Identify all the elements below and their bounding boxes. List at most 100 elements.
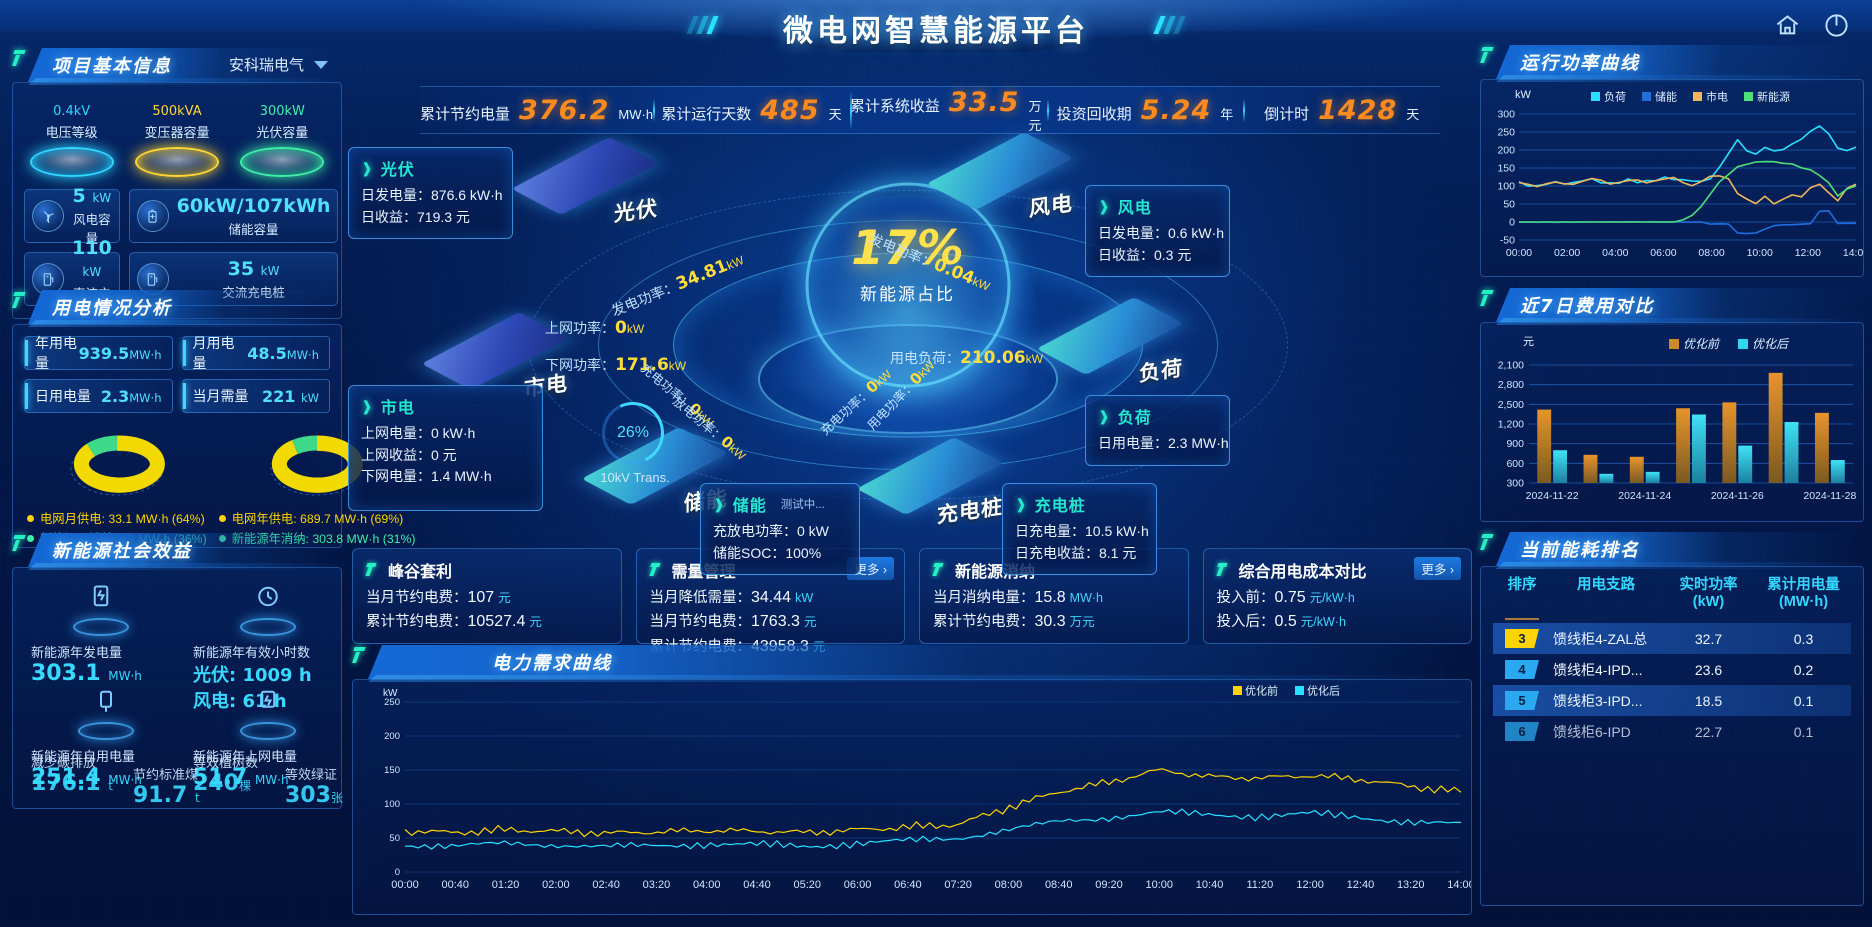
svg-text:04:00: 04:00 (693, 879, 721, 891)
kpi-item: 累计系统收益 33.5 万元 (849, 87, 1047, 134)
svg-text:优化后: 优化后 (1752, 337, 1790, 351)
chevron-down-icon (314, 60, 328, 69)
svg-text:07:20: 07:20 (944, 879, 972, 891)
capacity-value: 500 (152, 104, 178, 119)
panel-title: 运行功率曲线 (1520, 53, 1640, 74)
benefit-label: 等效绿证 (285, 767, 338, 782)
capacity-unit: kW (284, 104, 305, 119)
benefit-item: 新能源年上网电量 51.7 MW·h (193, 686, 343, 790)
metric-card-demand-mgmt: 需量管理 更多 › 当月降低需量：34.44 kW 当月节约电费：1763.3 … (635, 548, 905, 655)
col-energy: 累计用电量 (MW·h) (1767, 577, 1840, 610)
table-row[interactable]: 6 馈线柜6-IPD 22.7 0.1 (1493, 716, 1851, 747)
svg-text:200: 200 (384, 731, 400, 742)
svg-text:03:20: 03:20 (643, 879, 671, 891)
arrow-icon: ❱ (1098, 408, 1110, 424)
panel-power-curve: 运行功率曲线 kW -50 0 50 100 150 200 250 300 00:00 02:00… (1480, 45, 1869, 277)
realtime-power: 32.7 (1694, 630, 1723, 647)
usage-card: 当月需量 221 kW (181, 379, 330, 413)
usage-value: 221 (261, 386, 296, 406)
capacity-value: 300 (259, 104, 285, 119)
capacity-item: 500kVA 变压器容量 (127, 93, 227, 177)
col-rank: 排序 (1507, 577, 1537, 593)
benefit-label: 新能源年发电量 (31, 645, 123, 660)
capacity-caption: 储能容量 (228, 222, 279, 237)
benefit-unit: t (194, 791, 200, 805)
panel-header: 近7日费用对比 (1480, 288, 1864, 325)
infobox-load: ❱ 负荷 日用电量：2.3 MW·h (1085, 395, 1230, 466)
benefit-value: 91.7 (133, 783, 188, 808)
ratio-label: 新能源占比 (860, 285, 955, 305)
rank-badge: 6 (1505, 722, 1539, 741)
panel-header: 新能源社会效益 (12, 533, 342, 570)
usage-unit: MW·h (286, 347, 319, 362)
ess-note: 测试中... (780, 499, 825, 511)
infobox-ess: ❱ 储能 测试中... 充放电功率：0 kW 储能SOC：100% (700, 483, 860, 576)
kpi-unit: 天 (828, 106, 842, 122)
panel-header: 运行功率曲线 (1480, 45, 1864, 82)
svg-text:负荷: 负荷 (1604, 90, 1626, 104)
svg-text:12:00: 12:00 (1296, 879, 1324, 891)
header-slash-right (1153, 16, 1186, 34)
page-title: 微电网智慧能源平台 (783, 14, 1089, 49)
svg-text:150: 150 (1497, 163, 1515, 175)
kpi-item: 倒计时 1428 天 (1243, 95, 1440, 126)
node-pv[interactable]: 光伏 (510, 125, 660, 226)
svg-text:04:00: 04:00 (1602, 247, 1628, 259)
benefit-item: 等效植树数 240棵 (193, 746, 343, 796)
corner-tick-icon (12, 535, 30, 553)
home-icon[interactable] (1774, 12, 1801, 44)
infobox-pile: ❱ 充电桩 日充电量：10.5 kW·h 日充电收益：8.1 元 (1002, 483, 1157, 576)
panel-title: 电力需求曲线 (492, 653, 612, 674)
donut-month: 电网月供电: 33.1 MW·h (64%) 新能源月消纳: 19 MW·h (… (21, 421, 213, 547)
cumulative-energy: 0.1 (1793, 692, 1814, 709)
kpi-item: 累计运行天数 485 天 (653, 95, 850, 126)
infobox-grid: ❱ 市电 上网电量：0 kW·h 上网收益：0 元 下网电量：1.4 MW·h (348, 385, 543, 512)
benefit-value: 240 (193, 771, 239, 796)
panel-header: 用电情况分析 (12, 290, 342, 327)
node-grid[interactable]: 市电 (420, 300, 570, 401)
svg-text:2024-11-22: 2024-11-22 (1526, 490, 1579, 502)
cumulative-energy: 0.2 (1793, 661, 1814, 678)
panel-body: 年用电量 939.5MW·h 月用电量 48.5MW·h 日用电量 2.3MW·… (12, 324, 416, 548)
table-row[interactable]: 5 馈线柜3-IPD... 18.5 0.1 (1493, 685, 1851, 716)
benefit-value: 303 (285, 783, 331, 808)
usage-value: 939.5 (78, 343, 130, 363)
realtime-power: 18.5 (1694, 692, 1723, 709)
panel-body: 排序 用电支路 实时功率 (kW) 累计用电量 (MW·h) 3 馈线柜4-ZAL总… (1480, 566, 1864, 906)
panel-usage-analysis: 用电情况分析 年用电量 939.5MW·h 月用电量 48.5MW·h 日用电量… (12, 290, 416, 548)
usage-label: 当月需量 (192, 388, 249, 404)
benefit-label: 节约标准煤 (133, 767, 199, 782)
node-wind[interactable]: 风电 (925, 120, 1075, 221)
legend-row: 电网月供电: 33.1 MW·h (64%) (27, 509, 207, 527)
node-charging-pile[interactable]: 充电桩 (855, 425, 1005, 528)
svg-text:08:00: 08:00 (995, 879, 1023, 891)
svg-text:优化后: 优化后 (1307, 684, 1340, 698)
table-row[interactable]: 4 馈线柜4-IPD... 23.6 0.2 (1493, 654, 1851, 685)
svg-text:300: 300 (1506, 478, 1524, 490)
kpi-label: 累计系统收益 (849, 97, 940, 115)
kpi-item: 累计节约电量 376.2 MW·h (420, 95, 653, 126)
arrow-icon: ❱ (1098, 198, 1110, 214)
branch-name: 馈线柜4-IPD... (1553, 661, 1643, 678)
usage-label: 月用电量 (192, 335, 235, 371)
svg-text:00:40: 00:40 (442, 879, 470, 891)
svg-text:2024-11-26: 2024-11-26 (1711, 490, 1764, 502)
svg-text:250: 250 (384, 697, 400, 708)
branch-name: 馈线柜3-IPD... (1553, 692, 1643, 709)
panel-new-energy-benefit: 新能源社会效益 新能源年发电量 303.1 MW·h 新能源年有效小时数 光伏:… (12, 533, 343, 809)
svg-text:10:00: 10:00 (1146, 879, 1174, 891)
svg-text:14:00: 14:00 (1447, 879, 1471, 891)
transformer-label: 10kV Trans. (600, 470, 670, 485)
node-load[interactable]: 负荷 (1035, 285, 1185, 386)
capacity-unit: kW (92, 191, 112, 205)
kpi-item: 投资回收期 5.24 年 (1046, 95, 1244, 126)
svg-text:-50: -50 (1500, 235, 1515, 247)
panel-title: 新能源社会效益 (52, 541, 192, 562)
table-row[interactable]: 3 馈线柜4-ZAL总 32.7 0.3 (1493, 623, 1851, 654)
svg-text:06:00: 06:00 (844, 879, 872, 891)
benefit-unit: MW·h (108, 773, 142, 787)
company-dropdown[interactable]: 安科瑞电气 (229, 54, 328, 75)
more-button[interactable]: 更多 › (1414, 557, 1461, 580)
grid-icon (236, 686, 300, 740)
power-icon[interactable] (1823, 12, 1850, 44)
